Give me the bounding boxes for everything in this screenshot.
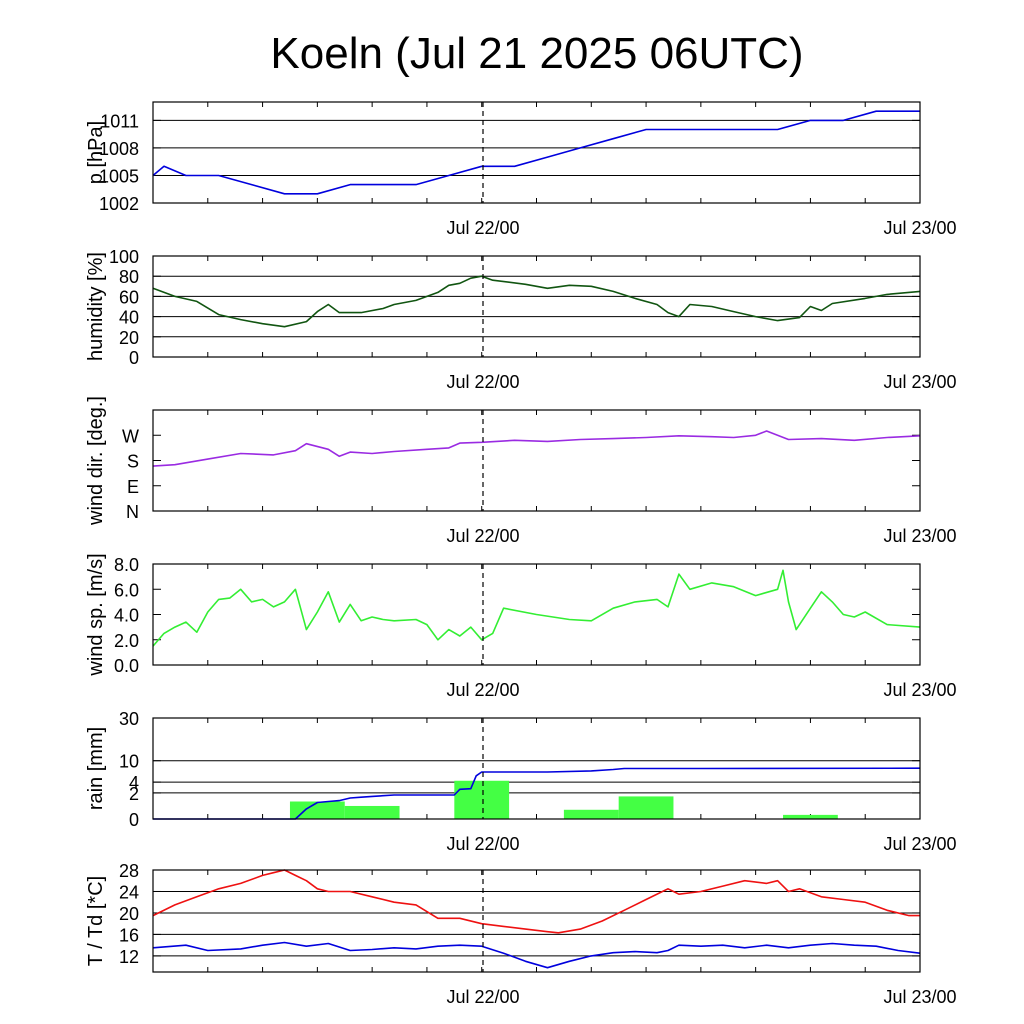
chart-title: Koeln (Jul 21 2025 06UTC) <box>270 29 803 78</box>
y-axis-label: T / Td [*C] <box>85 876 107 966</box>
panel-frame <box>152 869 921 973</box>
y-tick-label: 6.0 <box>114 580 139 600</box>
y-axis-label: wind dir. [deg.] <box>85 396 107 526</box>
y-tick-label: 20 <box>119 328 139 348</box>
panel-frame <box>152 101 921 204</box>
panel-frame <box>152 255 921 358</box>
y-tick-label: W <box>122 426 139 446</box>
y-tick-label: 2.0 <box>114 631 139 651</box>
rain-bar <box>344 805 400 819</box>
y-tick-label: 10 <box>119 752 139 772</box>
y-tick-label: 24 <box>119 882 139 902</box>
series-line <box>152 869 920 934</box>
x-tick-label: Jul 22/00 <box>446 372 519 392</box>
y-axis-label: p [hPa] <box>85 121 107 184</box>
y-tick-label: 1005 <box>99 166 139 186</box>
series-line <box>152 275 921 328</box>
series-line <box>152 569 921 647</box>
y-tick-label: 12 <box>119 947 139 967</box>
panel-frame <box>152 409 921 512</box>
y-tick-label: 4 <box>129 773 139 793</box>
x-tick-label: Jul 22/00 <box>446 987 519 1007</box>
x-tick-label: Jul 23/00 <box>883 680 956 700</box>
panel-3: 0.0 2.0 4.0 6.0 8.0 wind sp. [m/s] Jul 22/00 Ju… <box>85 553 957 700</box>
series-line <box>152 430 921 467</box>
y-tick-label: 60 <box>119 287 139 307</box>
series-line <box>152 941 921 969</box>
y-axis-label: rain [mm] <box>85 727 107 810</box>
series-line <box>152 110 920 195</box>
y-tick-label: 16 <box>119 925 139 945</box>
y-tick-label: E <box>127 477 139 497</box>
y-axis-label: wind sp. [m/s] <box>85 553 107 676</box>
y-tick-label: 40 <box>119 308 139 328</box>
panel-frame <box>152 717 921 820</box>
y-tick-label: 0 <box>129 810 139 830</box>
y-tick-label: 0 <box>129 348 139 368</box>
y-tick-label: 2 <box>129 784 139 804</box>
y-tick-label: 4.0 <box>114 606 139 626</box>
y-tick-label: S <box>127 452 139 472</box>
y-tick-label: 28 <box>119 861 139 881</box>
x-tick-label: Jul 22/00 <box>446 680 519 700</box>
y-tick-label: 20 <box>119 904 139 924</box>
x-tick-label: Jul 22/00 <box>446 526 519 546</box>
rain-bar <box>783 814 838 819</box>
x-tick-label: Jul 22/00 <box>446 834 519 854</box>
panel-frame <box>152 563 921 666</box>
y-tick-label: 80 <box>119 267 139 287</box>
y-tick-label: 1002 <box>99 194 139 214</box>
y-tick-label: 1011 <box>100 111 139 131</box>
rain-bar <box>454 780 510 819</box>
series-line <box>153 767 921 820</box>
x-tick-label: Jul 22/00 <box>446 218 519 238</box>
x-tick-label: Jul 23/00 <box>883 526 956 546</box>
y-tick-label: 1008 <box>99 139 139 159</box>
y-tick-label: N <box>126 502 139 522</box>
x-tick-label: Jul 23/00 <box>883 218 956 238</box>
y-tick-label: 0.0 <box>114 656 139 676</box>
rain-bar <box>563 809 619 819</box>
x-tick-label: Jul 23/00 <box>883 987 956 1007</box>
y-tick-label: 8.0 <box>114 555 139 575</box>
y-axis-label: humidity [%] <box>85 252 107 361</box>
x-tick-label: Jul 23/00 <box>883 372 956 392</box>
rain-bar <box>289 801 345 819</box>
y-tick-label: 30 <box>119 709 139 729</box>
x-tick-label: Jul 23/00 <box>883 834 956 854</box>
y-tick-label: 100 <box>109 247 139 267</box>
rain-bar <box>618 796 674 819</box>
